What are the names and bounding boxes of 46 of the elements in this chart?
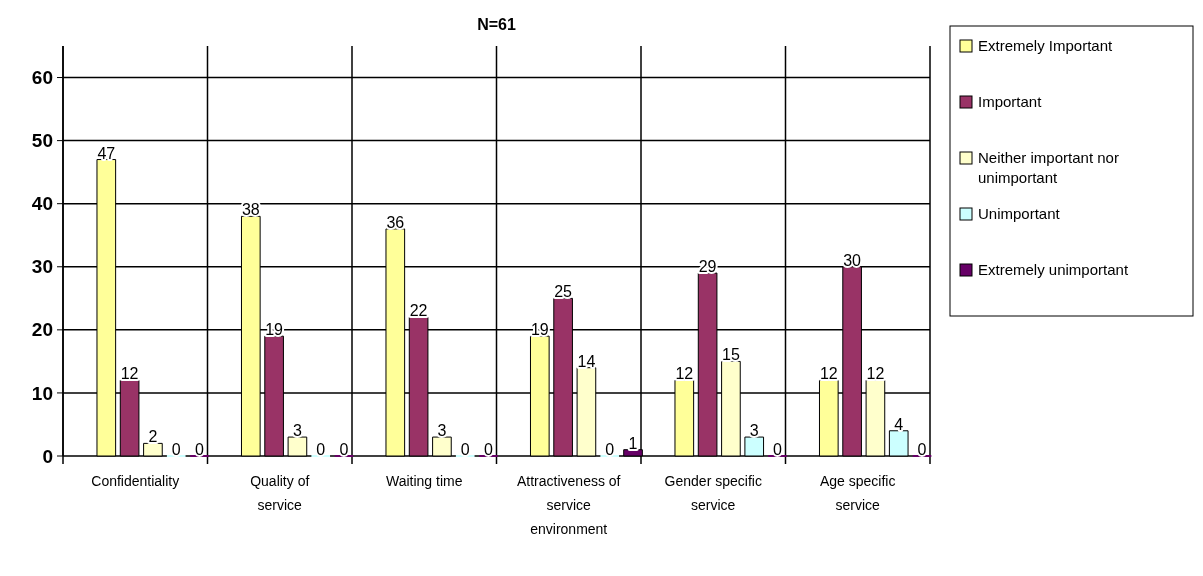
legend-label: Extremely unimportant: [978, 261, 1129, 279]
data-label: 14: [577, 352, 596, 370]
data-label: 4: [894, 415, 904, 433]
data-label: 12: [866, 365, 885, 383]
data-label: 22: [409, 302, 428, 320]
data-label: 3: [749, 422, 759, 440]
x-tick-label: Gender specific service: [664, 473, 762, 513]
data-label: 30: [843, 251, 862, 269]
legend-label: Extremely Important: [978, 37, 1114, 55]
y-tick-label: 40: [31, 193, 53, 215]
chart-title: N=61: [477, 16, 516, 33]
y-tick-label: 20: [31, 319, 53, 341]
y-tick-label: 10: [31, 382, 53, 404]
data-label: 47: [97, 144, 116, 162]
data-label: 2: [148, 428, 158, 446]
data-label: 12: [675, 365, 694, 383]
y-tick-label: 0: [42, 445, 53, 467]
x-tick-label: Quality of service: [250, 473, 310, 513]
data-label: 0: [171, 441, 181, 458]
x-tick-label: Waiting time: [385, 473, 463, 489]
legend-label: Neither important nor unimportant: [978, 149, 1119, 187]
data-label: 15: [722, 346, 740, 364]
data-label: 3: [292, 422, 302, 440]
data-label: 0: [917, 441, 927, 458]
y-tick-label: 30: [31, 256, 53, 278]
data-label: 3: [437, 422, 447, 440]
data-label: 12: [120, 365, 139, 383]
data-label: 0: [339, 441, 349, 458]
data-label: 0: [460, 441, 470, 458]
data-label: 0: [316, 441, 326, 458]
data-label: 0: [195, 441, 205, 458]
x-tick-label: Attractiveness of service environment: [517, 473, 621, 537]
x-tick-label: Confidentiality: [91, 473, 180, 489]
x-tick-label: Age specific service: [820, 473, 896, 513]
data-label: 36: [386, 213, 405, 231]
data-label: 1: [628, 434, 638, 452]
y-tick-label: 50: [31, 130, 53, 152]
data-label: 38: [241, 201, 260, 219]
y-tick-label: 60: [31, 67, 53, 89]
data-label: 12: [819, 365, 838, 383]
data-label: 0: [773, 441, 783, 458]
data-label: 25: [554, 283, 573, 301]
legend-label: Unimportant: [978, 205, 1061, 223]
legend-label: Important: [978, 93, 1043, 111]
data-label: 0: [605, 441, 615, 458]
data-label: 0: [484, 441, 494, 458]
